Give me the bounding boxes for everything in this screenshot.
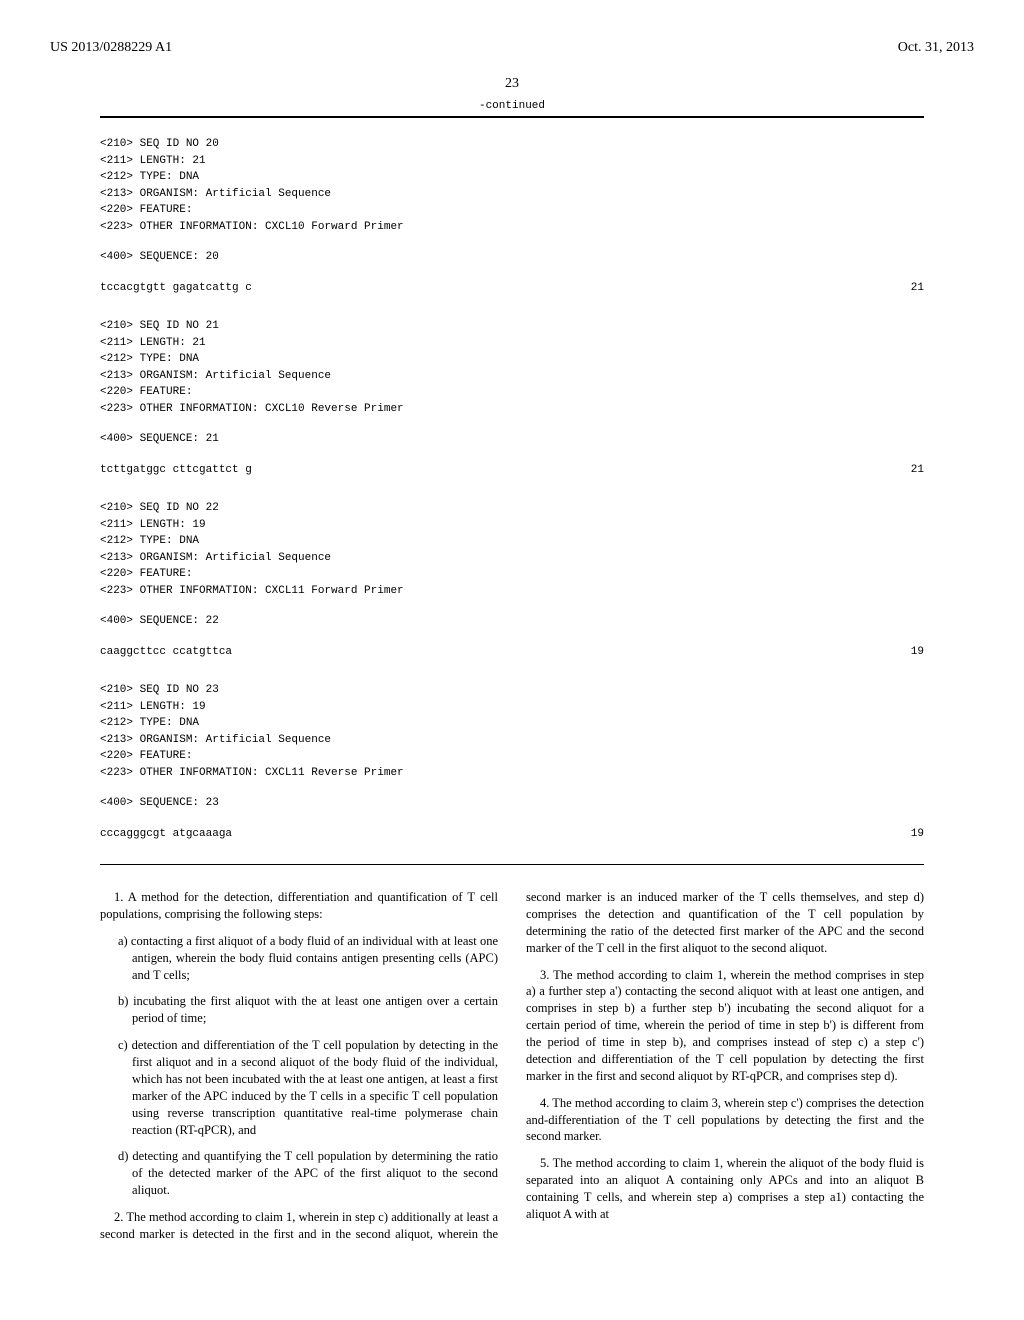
seq-line: tcttgatggc cttcgattct g 21 [100, 462, 924, 479]
sequence-length-value: 21 [911, 462, 924, 479]
claim-3: 3. The method according to claim 1, wher… [526, 967, 924, 1085]
publication-date: Oct. 31, 2013 [898, 40, 974, 56]
seq-other: <223> OTHER INFORMATION: CXCL10 Reverse … [100, 401, 924, 418]
divider-top [100, 116, 924, 118]
sequence-length-value: 19 [911, 644, 924, 661]
seq-type: <212> TYPE: DNA [100, 351, 924, 368]
seq-feature: <220> FEATURE: [100, 202, 924, 219]
seq-length: <211> LENGTH: 21 [100, 335, 924, 352]
seq-id: <210> SEQ ID NO 20 [100, 136, 924, 153]
claim-1-a: a) contacting a first aliquot of a body … [118, 933, 498, 984]
seq-label: <400> SEQUENCE: 23 [100, 795, 924, 812]
seq-block: <210> SEQ ID NO 23 <211> LENGTH: 19 <212… [100, 682, 924, 842]
seq-id: <210> SEQ ID NO 21 [100, 318, 924, 335]
claim-1-b: b) incubating the first aliquot with the… [118, 993, 498, 1027]
continued-label: -continued [50, 100, 974, 112]
sequence-text: caaggcttcc ccatgttca [100, 644, 232, 661]
seq-other: <223> OTHER INFORMATION: CXCL11 Forward … [100, 583, 924, 600]
claim-1-intro: 1. A method for the detection, different… [100, 889, 498, 923]
seq-block: <210> SEQ ID NO 21 <211> LENGTH: 21 <212… [100, 318, 924, 478]
sequence-text: cccagggcgt atgcaaaga [100, 826, 232, 843]
seq-label: <400> SEQUENCE: 22 [100, 613, 924, 630]
seq-organism: <213> ORGANISM: Artificial Sequence [100, 368, 924, 385]
claim-1-d: d) detecting and quantifying the T cell … [118, 1148, 498, 1199]
seq-label: <400> SEQUENCE: 21 [100, 431, 924, 448]
seq-length: <211> LENGTH: 19 [100, 699, 924, 716]
publication-number: US 2013/0288229 A1 [50, 40, 172, 56]
seq-block: <210> SEQ ID NO 20 <211> LENGTH: 21 <212… [100, 136, 924, 296]
seq-length: <211> LENGTH: 19 [100, 517, 924, 534]
seq-feature: <220> FEATURE: [100, 748, 924, 765]
seq-header: <210> SEQ ID NO 23 <211> LENGTH: 19 <212… [100, 682, 924, 781]
seq-length: <211> LENGTH: 21 [100, 153, 924, 170]
claims-section: 1. A method for the detection, different… [100, 889, 924, 1243]
seq-id: <210> SEQ ID NO 22 [100, 500, 924, 517]
seq-feature: <220> FEATURE: [100, 566, 924, 583]
seq-header: <210> SEQ ID NO 22 <211> LENGTH: 19 <212… [100, 500, 924, 599]
seq-line: caaggcttcc ccatgttca 19 [100, 644, 924, 661]
sequence-text: tccacgtgtt gagatcattg c [100, 280, 252, 297]
seq-other: <223> OTHER INFORMATION: CXCL11 Reverse … [100, 765, 924, 782]
seq-organism: <213> ORGANISM: Artificial Sequence [100, 186, 924, 203]
seq-header: <210> SEQ ID NO 21 <211> LENGTH: 21 <212… [100, 318, 924, 417]
seq-organism: <213> ORGANISM: Artificial Sequence [100, 550, 924, 567]
seq-organism: <213> ORGANISM: Artificial Sequence [100, 732, 924, 749]
seq-block: <210> SEQ ID NO 22 <211> LENGTH: 19 <212… [100, 500, 924, 660]
seq-type: <212> TYPE: DNA [100, 533, 924, 550]
claim-4: 4. The method according to claim 3, wher… [526, 1095, 924, 1146]
sequence-length-value: 21 [911, 280, 924, 297]
seq-type: <212> TYPE: DNA [100, 169, 924, 186]
sequence-listing: <210> SEQ ID NO 20 <211> LENGTH: 21 <212… [100, 136, 924, 842]
sequence-text: tcttgatggc cttcgattct g [100, 462, 252, 479]
seq-line: tccacgtgtt gagatcattg c 21 [100, 280, 924, 297]
seq-other: <223> OTHER INFORMATION: CXCL10 Forward … [100, 219, 924, 236]
claim-1-c: c) detection and differentiation of the … [118, 1037, 498, 1138]
sequence-length-value: 19 [911, 826, 924, 843]
divider-end [100, 864, 924, 865]
claim-5: 5. The method according to claim 1, wher… [526, 1155, 924, 1223]
seq-header: <210> SEQ ID NO 20 <211> LENGTH: 21 <212… [100, 136, 924, 235]
seq-feature: <220> FEATURE: [100, 384, 924, 401]
seq-label: <400> SEQUENCE: 20 [100, 249, 924, 266]
page-header: US 2013/0288229 A1 Oct. 31, 2013 [50, 40, 974, 56]
seq-line: cccagggcgt atgcaaaga 19 [100, 826, 924, 843]
page-number: 23 [50, 76, 974, 92]
seq-type: <212> TYPE: DNA [100, 715, 924, 732]
seq-id: <210> SEQ ID NO 23 [100, 682, 924, 699]
